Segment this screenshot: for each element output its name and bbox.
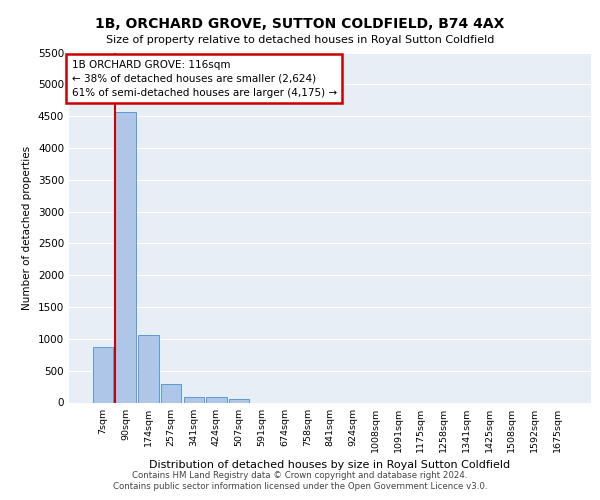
Bar: [161, 384, 181, 402]
Bar: [229, 400, 250, 402]
Text: Size of property relative to detached houses in Royal Sutton Coldfield: Size of property relative to detached ho…: [106, 35, 494, 45]
Bar: [206, 398, 227, 402]
Bar: [138, 335, 158, 402]
Text: 1B, ORCHARD GROVE, SUTTON COLDFIELD, B74 4AX: 1B, ORCHARD GROVE, SUTTON COLDFIELD, B74…: [95, 18, 505, 32]
Bar: [93, 346, 113, 403]
Text: Contains HM Land Registry data © Crown copyright and database right 2024.: Contains HM Land Registry data © Crown c…: [132, 471, 468, 480]
X-axis label: Distribution of detached houses by size in Royal Sutton Coldfield: Distribution of detached houses by size …: [149, 460, 511, 470]
Bar: [115, 112, 136, 403]
Text: 1B ORCHARD GROVE: 116sqm
← 38% of detached houses are smaller (2,624)
61% of sem: 1B ORCHARD GROVE: 116sqm ← 38% of detach…: [71, 60, 337, 98]
Y-axis label: Number of detached properties: Number of detached properties: [22, 146, 32, 310]
Text: Contains public sector information licensed under the Open Government Licence v3: Contains public sector information licen…: [113, 482, 487, 491]
Bar: [184, 397, 204, 402]
